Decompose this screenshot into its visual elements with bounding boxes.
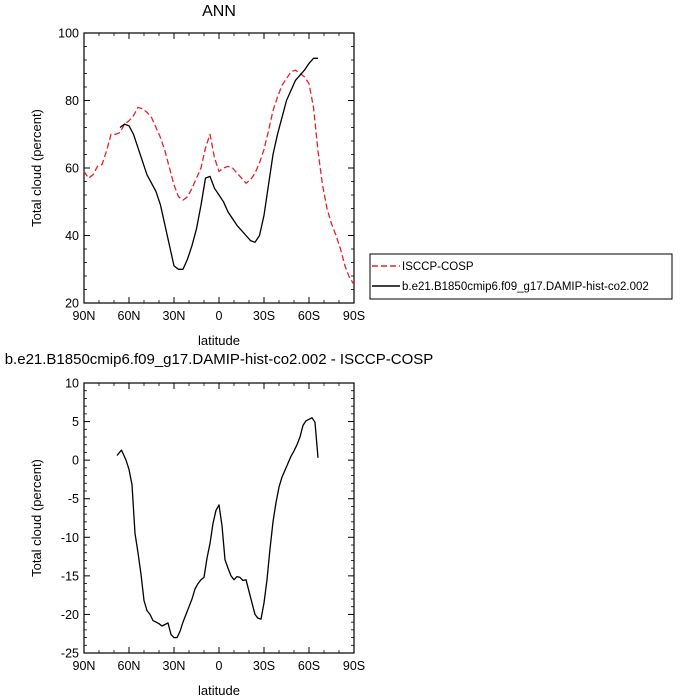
panel2-x-axis-label: latitude — [198, 683, 240, 698]
x-tick-label: 30N — [163, 309, 186, 323]
x-tick-label: 30S — [253, 659, 275, 673]
panel2-plot-frame — [83, 382, 355, 654]
legend-label-isccp: ISCCP-COSP — [402, 261, 474, 273]
y-tick-label: 80 — [65, 94, 79, 108]
x-tick-label: 60S — [298, 659, 320, 673]
y-tick-label: 10 — [65, 377, 79, 391]
y-tick-label: -10 — [61, 531, 79, 545]
panel2-y-tick-labels: -25 -20 -15 -10 -5 0 5 10 — [61, 377, 79, 661]
panel-annual-cloud: ANN 90N 60N 30N 0 30S 60S 90S 20 40 60 80 100 lati… — [29, 3, 365, 348]
panel1-ticks — [83, 32, 355, 304]
x-tick-label: 30N — [163, 659, 186, 673]
y-tick-label: -25 — [61, 647, 79, 661]
y-tick-label: -5 — [68, 492, 79, 506]
x-tick-label: 60N — [118, 659, 141, 673]
series-line-isccp-cosp — [83, 69, 355, 285]
panel2-series — [116, 417, 319, 639]
panel1-x-axis-label: latitude — [198, 333, 240, 348]
x-tick-label: 90N — [73, 309, 96, 323]
y-tick-label: -20 — [61, 608, 79, 622]
x-tick-label: 60N — [118, 309, 141, 323]
y-tick-label: 40 — [65, 229, 79, 243]
panel1-y-axis-label: Total cloud (percent) — [29, 109, 44, 227]
x-tick-label: 0 — [216, 659, 223, 673]
legend: ISCCP-COSP b.e21.B1850cmip6.f09_g17.DAMI… — [369, 253, 673, 300]
y-tick-label: -15 — [61, 569, 79, 583]
y-tick-label: 20 — [65, 297, 79, 311]
panel2-x-tick-labels: 90N 60N 30N 0 30S 60S 90S — [73, 659, 366, 673]
y-tick-label: 60 — [65, 162, 79, 176]
legend-box — [369, 253, 673, 300]
y-tick-label: 100 — [58, 27, 79, 41]
panel2-title: b.e21.B1850cmip6.f09_g17.DAMIP-hist-co2.… — [5, 351, 434, 368]
panel1-title: ANN — [202, 3, 236, 20]
x-tick-label: 30S — [253, 309, 275, 323]
y-tick-label: 0 — [72, 454, 79, 468]
panel1-x-tick-labels: 90N 60N 30N 0 30S 60S 90S — [73, 309, 366, 323]
x-tick-label: 90S — [343, 659, 365, 673]
x-tick-label: 90N — [73, 659, 96, 673]
panel2-ticks — [83, 382, 355, 654]
x-tick-label: 90S — [343, 309, 365, 323]
series-line-difference — [116, 417, 319, 639]
panel1-series — [83, 57, 355, 285]
x-tick-label: 0 — [216, 309, 223, 323]
panel-difference: b.e21.B1850cmip6.f09_g17.DAMIP-hist-co2.… — [5, 351, 434, 698]
x-tick-label: 60S — [298, 309, 320, 323]
panel2-y-axis-label: Total cloud (percent) — [29, 459, 44, 577]
y-tick-label: 5 — [72, 415, 79, 429]
legend-label-model: b.e21.B1850cmip6.f09_g17.DAMIP-hist-co2.… — [402, 281, 649, 293]
panel1-y-tick-labels: 20 40 60 80 100 — [58, 27, 79, 311]
series-line-model — [119, 57, 318, 270]
panel1-plot-frame — [83, 32, 355, 304]
